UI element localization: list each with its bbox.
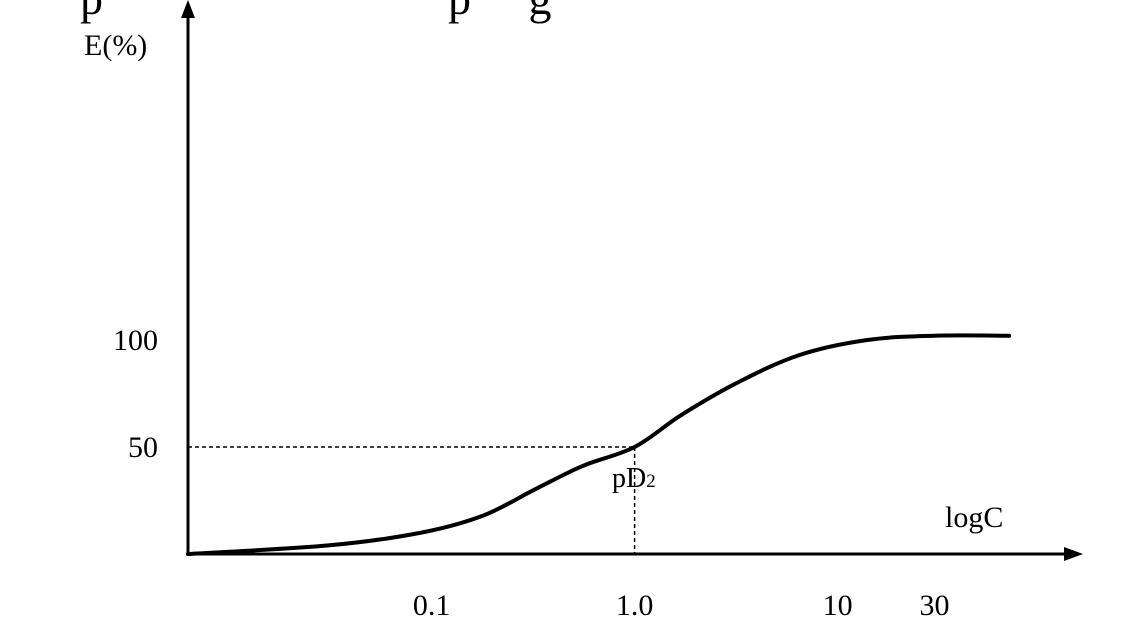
y-tick-labels: 50 100 (113, 324, 158, 464)
y-axis-label: E(%) (84, 29, 147, 62)
reference-lines (188, 446, 636, 554)
x-axis-arrowhead (1064, 547, 1083, 561)
pd2-annotation-main: pD (612, 463, 646, 494)
y-axis-arrowhead (181, 0, 195, 18)
series-line-0 (185, 333, 1012, 556)
y-tick-label: 100 (113, 324, 158, 357)
pd2-annotation: pD2 (612, 463, 656, 494)
x-tick-labels: 0.1 1.0 10 30 (413, 589, 950, 622)
cropped-top-text: p p g (80, 0, 552, 24)
x-axis-label: logC (945, 501, 1003, 534)
axes (181, 0, 1083, 561)
series-layer (185, 333, 1012, 556)
pd2-annotation-subscript: 2 (646, 471, 656, 492)
x-tick-label: 0.1 (413, 589, 451, 622)
y-tick-label: 50 (128, 431, 158, 464)
x-tick-label: 30 (919, 589, 949, 622)
x-tick-label: 10 (823, 589, 853, 622)
x-tick-label: 1.0 (616, 589, 654, 622)
